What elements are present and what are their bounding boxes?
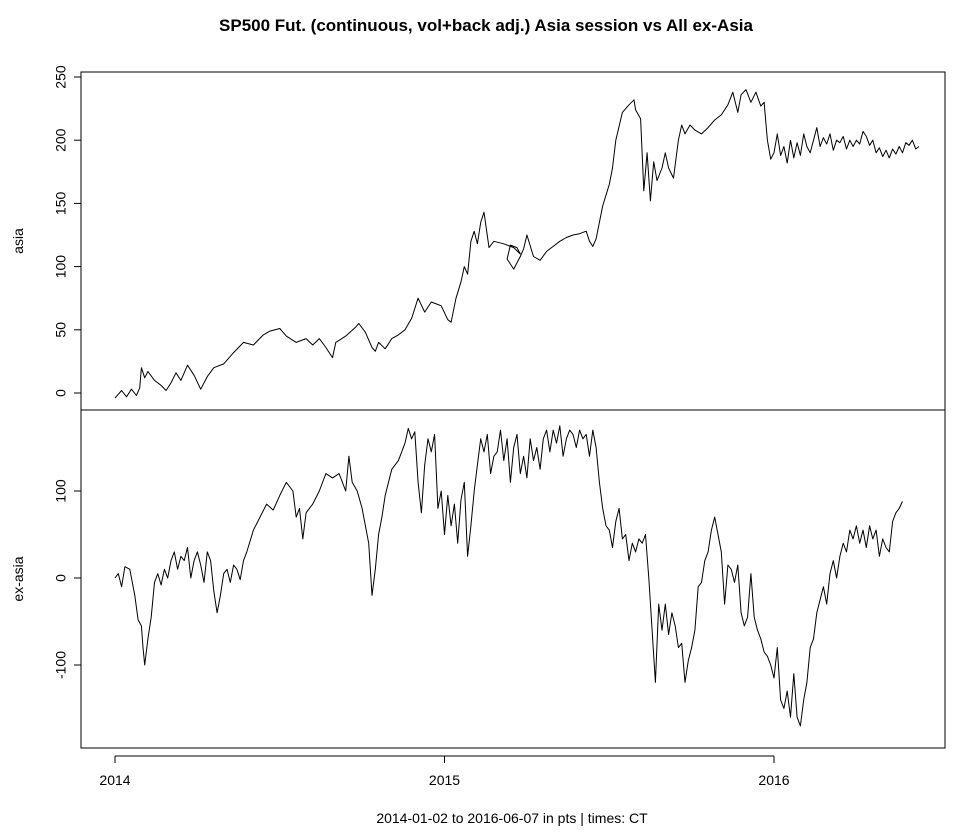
panel-ex-asia-frame xyxy=(80,409,946,749)
ex-asia-series-line xyxy=(114,425,903,727)
asia-y-tick-label: 0 xyxy=(53,389,69,397)
asia-y-tick-label: 250 xyxy=(53,65,69,89)
asia-ylabel: asia xyxy=(10,228,26,254)
ex-asia-y-tick-label: 0 xyxy=(53,574,69,582)
asia-series-group xyxy=(114,89,920,399)
asia-y-tick-label: 150 xyxy=(53,192,69,216)
panel-asia-frame xyxy=(80,71,946,411)
ex-asia-y-tick-label: 100 xyxy=(53,479,69,503)
asia-y-axis: 0 50 100 150 200 250 xyxy=(53,65,82,397)
ex-asia-y-axis: -100 0 100 xyxy=(53,479,82,679)
asia-series-line xyxy=(114,89,920,399)
x-tick-label: 2016 xyxy=(758,772,789,788)
ex-asia-y-tick-label: -100 xyxy=(53,651,69,679)
x-axis: 2014 2015 2016 xyxy=(99,755,790,788)
asia-y-tick-label: 50 xyxy=(53,322,69,338)
ex-asia-ylabel: ex-asia xyxy=(10,556,26,601)
ex-asia-series-group xyxy=(114,425,903,727)
x-tick-label: 2014 xyxy=(99,772,130,788)
chart-caption: 2014-01-02 to 2016-06-07 in pts | times:… xyxy=(376,810,648,826)
asia-y-tick-label: 100 xyxy=(53,255,69,279)
asia-y-tick-label: 200 xyxy=(53,128,69,152)
chart-title: SP500 Fut. (continuous, vol+back adj.) A… xyxy=(219,16,753,35)
x-tick-label: 2015 xyxy=(429,772,460,788)
